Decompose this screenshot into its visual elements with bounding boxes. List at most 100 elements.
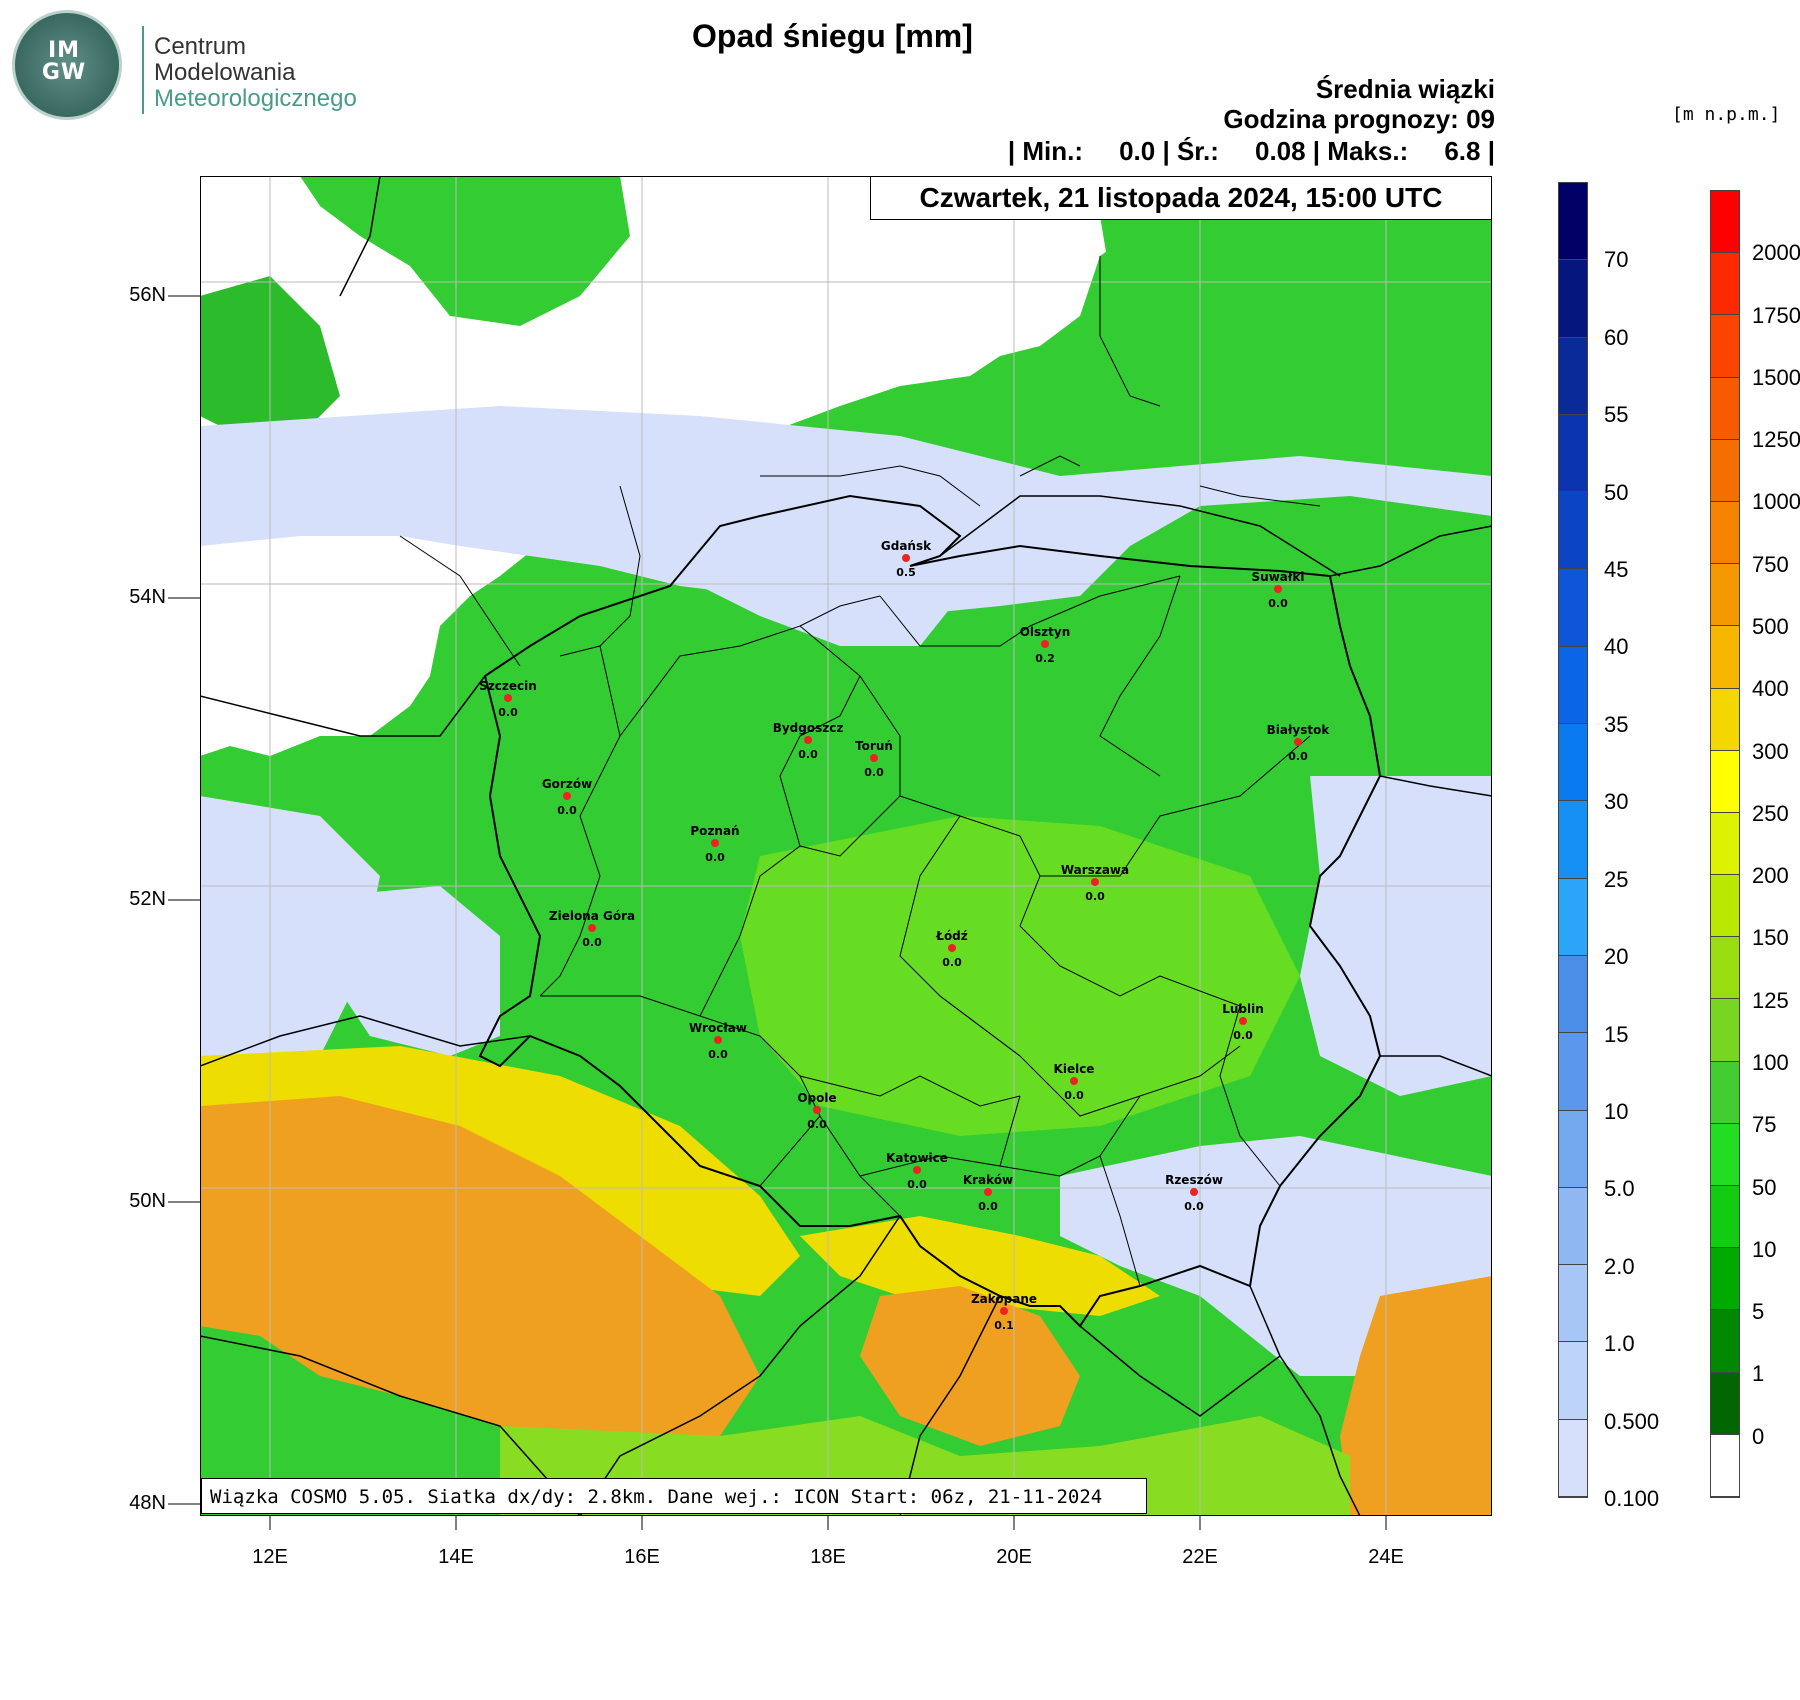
snow-label-16: 0.100: [1604, 1486, 1660, 1511]
chart-title: Opad śniegu [mm]: [692, 18, 973, 54]
city-marker-13: Wrocław 0.0: [689, 1021, 747, 1061]
imgw-emblem: [12, 10, 122, 120]
elevation-swatch-3: [1711, 377, 1739, 440]
city-marker-19: Zakopane 0.1: [971, 1292, 1037, 1332]
city-marker-5: Toruń 0.0: [855, 739, 893, 779]
snow-label-4: 45: [1604, 557, 1629, 583]
city-dot: [1294, 738, 1302, 746]
logo-line-1: Centrum: [154, 33, 247, 60]
elevation-label-8: 300: [1752, 738, 1789, 764]
forecast-map: Gdańsk 0.5 Olsztyn 0.2 Suwałki 0.0 Szczecin 0.0…: [200, 176, 1492, 1516]
snow-swatch-0: [1559, 183, 1587, 261]
elevation-swatch-0: [1711, 191, 1739, 254]
snow-colorbar-labels: 70 60 55 50 45 40 35 30 25 20 15 10 5.0 2.0 1.0 0.500 0.…: [1604, 182, 1694, 1522]
snow-label-10: 15: [1604, 1021, 1629, 1047]
snow-label-15: 0.500: [1604, 1408, 1660, 1434]
lon-label-24e: 24E: [1368, 1546, 1404, 1568]
city-dot: [913, 1166, 921, 1174]
snow-swatch-15: [1559, 1342, 1587, 1420]
elevation-colorbar-labels: 2000 1750 1500 1250 1000 750 500 400 300 250 200 15…: [1752, 190, 1800, 1530]
snow-label-5: 40: [1604, 634, 1629, 660]
lat-label-48n: 48N: [129, 1492, 166, 1514]
city-name: Suwałki: [1252, 570, 1305, 584]
elevation-label-1: 1750: [1752, 302, 1800, 328]
snow-zone-sw: [200, 796, 380, 1076]
city-marker-18: Rzeszów 0.0: [1165, 1173, 1223, 1213]
city-name: Lublin: [1222, 1002, 1264, 1016]
city-marker-6: Białystok 0.0: [1267, 723, 1331, 763]
city-name: Bydgoszcz: [773, 721, 844, 735]
city-marker-4: Bydgoszcz 0.0: [773, 721, 844, 761]
lat-label-56n: 56N: [129, 284, 166, 306]
city-dot: [1000, 1307, 1008, 1315]
city-snow-value: 0.0: [1085, 890, 1105, 903]
elevation-swatch-5: [1711, 501, 1739, 565]
city-marker-9: Warszawa 0.0: [1061, 863, 1129, 903]
snow-swatch-14: [1559, 1265, 1587, 1343]
elevation-swatch-9: [1711, 750, 1739, 813]
graticule: [200, 176, 1492, 1516]
lon-label-18e: 18E: [810, 1546, 846, 1568]
city-snow-value: 0.0: [807, 1118, 827, 1131]
elevation-label-18: 1: [1752, 1361, 1765, 1387]
city-name: Zielona Góra: [549, 909, 635, 923]
city-snow-value: 0.0: [498, 706, 518, 719]
city-name: Toruń: [855, 739, 893, 753]
lat-label-52n: 52N: [129, 888, 166, 910]
city-snow-value: 0.0: [1184, 1200, 1204, 1213]
city-name: Kielce: [1054, 1062, 1095, 1076]
logo-line-3: Meteorologicznego: [154, 85, 357, 112]
elevation-swatch-20: [1711, 1434, 1739, 1497]
elevation-swatch-10: [1711, 812, 1739, 876]
city-marker-10: Zielona Góra 0.0: [549, 909, 635, 949]
city-name: Rzeszów: [1165, 1173, 1223, 1187]
elevation-label-0: 2000: [1752, 240, 1800, 266]
scania-land: [300, 176, 630, 326]
city-snow-value: 0.0: [582, 936, 602, 949]
snow-swatch-12: [1559, 1110, 1587, 1188]
snow-swatch-16: [1559, 1419, 1587, 1498]
snow-swatch-7: [1559, 724, 1587, 802]
imgw-mark: IM GW: [41, 38, 87, 85]
map-border: [200, 176, 1492, 1516]
city-dot: [711, 839, 719, 847]
neighbour-borders: [200, 176, 1492, 1516]
city-name: Łódź: [935, 929, 968, 943]
lat-label-54n: 54N: [129, 586, 166, 608]
lat-label-50n: 50N: [129, 1190, 166, 1212]
snow-label-7: 30: [1604, 789, 1629, 815]
lon-label-16e: 16E: [624, 1546, 660, 1568]
city-snow-value: 0.0: [708, 1048, 728, 1061]
city-dot: [563, 792, 571, 800]
city-snow-value: 0.0: [864, 766, 884, 779]
city-name: Zakopane: [971, 1292, 1037, 1306]
snow-swatch-8: [1559, 801, 1587, 879]
snow-label-12: 5.0: [1604, 1176, 1635, 1202]
ensemble-subtitle: Średnia wiązki: [1315, 74, 1495, 104]
elevation-label-7: 400: [1752, 676, 1789, 702]
city-dot: [504, 694, 512, 702]
elevation-swatch-2: [1711, 315, 1739, 378]
imgw-logo: IM GW Centrum Modelowania Meteorologiczn…: [12, 10, 384, 120]
city-name: Olsztyn: [1020, 625, 1071, 639]
city-dot: [1091, 878, 1099, 886]
city-marker-14: Kielce 0.0: [1054, 1062, 1095, 1102]
city-name: Gdańsk: [881, 539, 932, 553]
elevation-swatch-15: [1711, 1123, 1739, 1186]
city-snow-value: 0.2: [1035, 652, 1055, 665]
elevation-label-6: 500: [1752, 614, 1789, 639]
city-dot: [984, 1188, 992, 1196]
city-snow-value: 0.0: [1233, 1029, 1253, 1042]
city-dot: [588, 924, 596, 932]
city-snow-value: 0.5: [896, 566, 916, 579]
carpathian-east-highland: [1340, 1276, 1492, 1516]
lon-ticks: [269, 1516, 1387, 1530]
poland-border: [478, 494, 1382, 1328]
elevation-label-2: 1500: [1752, 364, 1800, 390]
city-marker-3: Szczecin 0.0: [479, 679, 537, 719]
lon-label-12e: 12E: [252, 1546, 288, 1568]
city-layer: Gdańsk 0.5 Olsztyn 0.2 Suwałki 0.0 Szczecin 0.0…: [479, 539, 1330, 1332]
city-dot: [1274, 585, 1282, 593]
city-name: Wrocław: [689, 1021, 747, 1035]
elevation-swatch-17: [1711, 1248, 1739, 1311]
